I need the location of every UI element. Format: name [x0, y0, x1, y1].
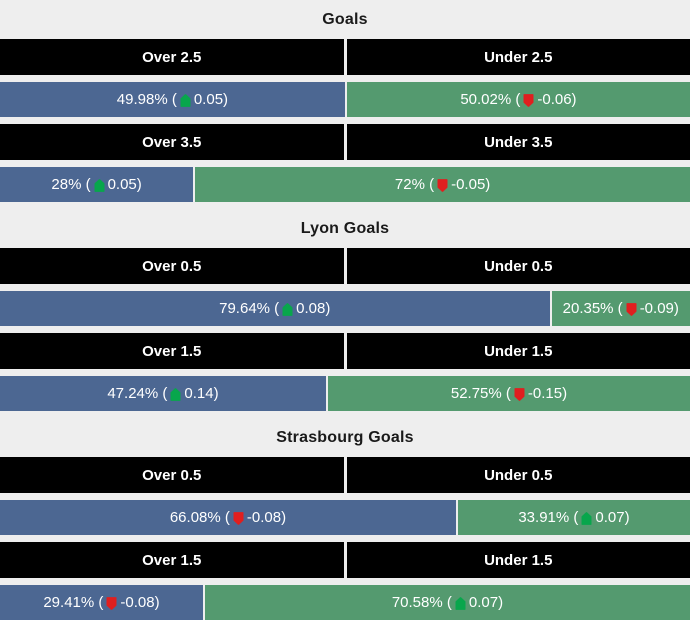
bar-value: 50.02% (: [460, 91, 520, 108]
market-header-row: Over 1.5 Under 1.5: [0, 333, 690, 369]
market-header-row: Over 0.5 Under 0.5: [0, 248, 690, 284]
section-title: Strasbourg Goals: [0, 418, 690, 457]
under-bar: 20.35% ( -0.09): [552, 291, 690, 326]
over-header: Over 3.5: [0, 124, 344, 160]
over-bar: 28% ( 0.05): [0, 167, 193, 202]
bar-value: 33.91% (: [518, 509, 578, 526]
section-title: Goals: [0, 0, 690, 39]
under-header: Under 3.5: [347, 124, 690, 160]
over-bar: 29.41% ( -0.08): [0, 585, 203, 620]
bar-delta: 0.08): [296, 300, 330, 317]
over-bar: 79.64% ( 0.08): [0, 291, 550, 326]
over-bar: 47.24% ( 0.14): [0, 376, 326, 411]
trend-arrow-icon: [437, 179, 448, 192]
section-goals: Goals Over 2.5 Under 2.5 49.98% ( 0.05) …: [0, 0, 690, 202]
trend-arrow-icon: [455, 597, 466, 610]
over-bar: 66.08% ( -0.08): [0, 500, 456, 535]
bar-delta: -0.05): [451, 176, 490, 193]
probability-bar-row: 79.64% ( 0.08) 20.35% ( -0.09): [0, 291, 690, 326]
bar-value: 49.98% (: [117, 91, 177, 108]
trend-arrow-icon: [170, 388, 181, 401]
bar-delta: 0.07): [469, 594, 503, 611]
over-header: Over 1.5: [0, 333, 344, 369]
over-header: Over 2.5: [0, 39, 344, 75]
trend-arrow-icon: [523, 94, 534, 107]
bar-value: 52.75% (: [451, 385, 511, 402]
bar-delta: -0.08): [120, 594, 159, 611]
bar-delta: -0.09): [640, 300, 679, 317]
trend-arrow-icon: [180, 94, 191, 107]
probability-bar-row: 47.24% ( 0.14) 52.75% ( -0.15): [0, 376, 690, 411]
trend-arrow-icon: [233, 512, 244, 525]
under-header: Under 1.5: [347, 333, 690, 369]
under-bar: 33.91% ( 0.07): [458, 500, 690, 535]
bar-delta: 0.07): [595, 509, 629, 526]
over-header: Over 1.5: [0, 542, 344, 578]
bar-value: 28% (: [51, 176, 90, 193]
bar-value: 66.08% (: [170, 509, 230, 526]
probability-bar-row: 66.08% ( -0.08) 33.91% ( 0.07): [0, 500, 690, 535]
probability-bar-row: 29.41% ( -0.08) 70.58% ( 0.07): [0, 585, 690, 620]
bar-delta: 0.05): [108, 176, 142, 193]
bar-value: 20.35% (: [563, 300, 623, 317]
under-header: Under 0.5: [347, 248, 690, 284]
market-header-row: Over 2.5 Under 2.5: [0, 39, 690, 75]
bar-value: 79.64% (: [219, 300, 279, 317]
under-bar: 50.02% ( -0.06): [347, 82, 690, 117]
trend-arrow-icon: [94, 179, 105, 192]
bar-delta: -0.06): [537, 91, 576, 108]
bar-delta: 0.14): [184, 385, 218, 402]
under-bar: 52.75% ( -0.15): [328, 376, 690, 411]
section-title: Lyon Goals: [0, 209, 690, 248]
probability-bar-row: 28% ( 0.05) 72% ( -0.05): [0, 167, 690, 202]
probability-bar-row: 49.98% ( 0.05) 50.02% ( -0.06): [0, 82, 690, 117]
section-strasbourg-goals: Strasbourg Goals Over 0.5 Under 0.5 66.0…: [0, 418, 690, 620]
under-header: Under 0.5: [347, 457, 690, 493]
bar-value: 72% (: [395, 176, 434, 193]
under-header: Under 1.5: [347, 542, 690, 578]
trend-arrow-icon: [581, 512, 592, 525]
over-header: Over 0.5: [0, 457, 344, 493]
bar-value: 47.24% (: [107, 385, 167, 402]
over-header: Over 0.5: [0, 248, 344, 284]
bar-value: 70.58% (: [392, 594, 452, 611]
market-header-row: Over 3.5 Under 3.5: [0, 124, 690, 160]
trend-arrow-icon: [514, 388, 525, 401]
bar-delta: -0.08): [247, 509, 286, 526]
bar-delta: -0.15): [528, 385, 567, 402]
trend-arrow-icon: [282, 303, 293, 316]
trend-arrow-icon: [626, 303, 637, 316]
market-header-row: Over 0.5 Under 0.5: [0, 457, 690, 493]
over-bar: 49.98% ( 0.05): [0, 82, 345, 117]
bar-value: 29.41% (: [43, 594, 103, 611]
under-header: Under 2.5: [347, 39, 690, 75]
market-header-row: Over 1.5 Under 1.5: [0, 542, 690, 578]
trend-arrow-icon: [106, 597, 117, 610]
under-bar: 72% ( -0.05): [195, 167, 690, 202]
section-lyon-goals: Lyon Goals Over 0.5 Under 0.5 79.64% ( 0…: [0, 209, 690, 411]
under-bar: 70.58% ( 0.07): [205, 585, 690, 620]
bar-delta: 0.05): [194, 91, 228, 108]
